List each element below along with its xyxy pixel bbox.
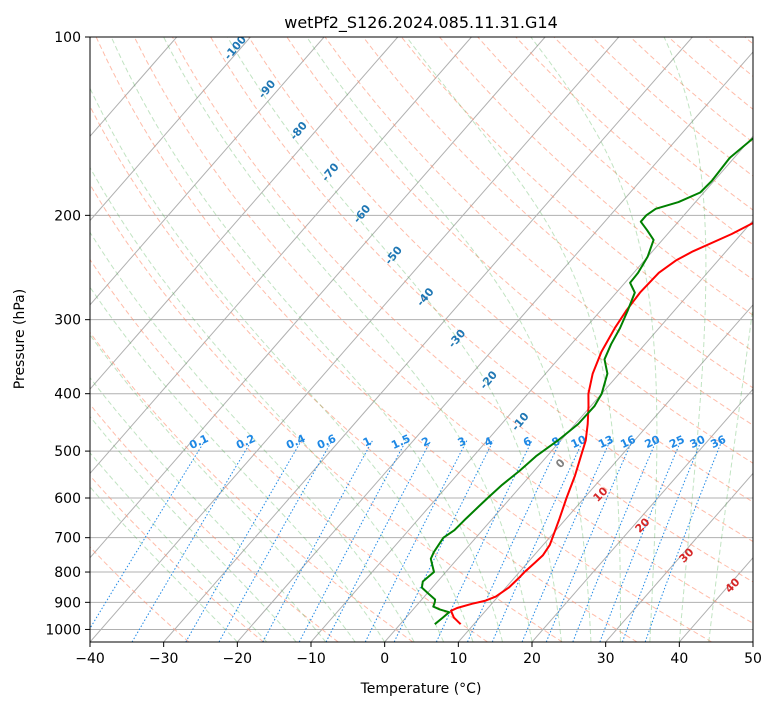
dry-adiabat-line xyxy=(90,474,264,642)
y-tick-label: 100 xyxy=(54,30,81,46)
dry-adiabat-line xyxy=(90,331,414,642)
y-tick-label: 1000 xyxy=(45,622,81,638)
isotherm-line xyxy=(531,388,753,642)
mixing-ratio-line xyxy=(90,440,206,630)
mixing-ratio-label: 36 xyxy=(709,433,729,451)
moist-adiabat-line xyxy=(306,37,592,642)
mixing-ratio-line xyxy=(545,440,633,642)
moist-adiabat-line xyxy=(90,376,327,642)
y-tick-label: 800 xyxy=(54,565,81,581)
mixing-ratio-label: 20 xyxy=(643,433,663,451)
x-tick-label: 30 xyxy=(597,651,615,667)
mixing-ratio-line xyxy=(572,440,657,642)
isotherm-line xyxy=(605,472,753,642)
moist-adiabat-line xyxy=(90,286,386,642)
isotherm-line xyxy=(90,37,251,222)
mixing-ratio-label: 25 xyxy=(667,433,686,451)
moist-adiabat-line xyxy=(90,231,415,642)
isotherm-line xyxy=(236,51,753,642)
moist-adiabat-line xyxy=(90,486,238,642)
y-axis-label: Pressure (hPa) xyxy=(12,289,28,389)
plot-area xyxy=(90,37,753,642)
moist-adiabat-line xyxy=(90,87,474,642)
moist-adiabat-line xyxy=(90,452,268,642)
y-tick-label: 200 xyxy=(54,208,81,224)
chart-title: wetPf2_S126.2024.085.11.31.G14 xyxy=(284,13,558,33)
isotherm-line xyxy=(90,37,325,306)
mixing-ratio-line xyxy=(644,440,723,642)
y-tick-label: 500 xyxy=(54,444,81,460)
moist-adiabat-line xyxy=(708,302,753,642)
dry-adiabat-line xyxy=(324,37,753,426)
moist-adiabat-line xyxy=(530,37,658,642)
dry-adiabat-line xyxy=(248,37,753,503)
x-axis-label: Temperature (°C) xyxy=(360,681,482,697)
plot-frame xyxy=(89,36,754,643)
x-tick-label: −40 xyxy=(75,651,105,667)
mixing-ratio-label: 16 xyxy=(618,433,638,451)
isotherm-line xyxy=(90,37,620,642)
mixing-ratio-line xyxy=(521,440,611,642)
y-tick-label: 900 xyxy=(54,595,81,611)
x-tick-label: 20 xyxy=(523,651,541,667)
x-tick-label: 10 xyxy=(449,651,467,667)
x-tick-label: −30 xyxy=(149,651,179,667)
y-tick-label: 400 xyxy=(54,387,81,403)
mixing-ratio-line xyxy=(185,440,302,642)
temperature-profile-line xyxy=(450,221,753,625)
x-tick-label: 50 xyxy=(744,651,762,667)
dry-adiabat-line xyxy=(95,37,712,642)
moist-adiabat-line xyxy=(110,37,503,642)
x-tick-label: 40 xyxy=(670,651,688,667)
dewpoint-profile-line xyxy=(420,137,753,625)
y-tick-label: 700 xyxy=(54,531,81,547)
moist-adiabat-line xyxy=(406,37,621,642)
isotherm-line xyxy=(90,37,472,475)
dry-adiabat-line xyxy=(439,37,753,316)
moist-adiabat-line xyxy=(663,37,707,642)
mixing-ratio-line xyxy=(325,440,432,642)
background-lines xyxy=(90,37,753,642)
dry-adiabat-line xyxy=(90,258,488,642)
axis-ticks: −40 −30 −20 −10 0 10 20 30 40 50 100 200 300 400 500 60… xyxy=(45,30,762,667)
moist-adiabat-line xyxy=(163,37,533,642)
mixing-ratio-line xyxy=(131,440,253,642)
dry-adiabat-line xyxy=(133,37,753,624)
mixing-ratio-label: 30 xyxy=(688,433,708,451)
dry-adiabat-line xyxy=(90,403,339,642)
y-tick-label: 600 xyxy=(54,491,81,507)
mixing-ratio-line xyxy=(393,440,494,642)
mixing-ratio-line xyxy=(262,440,373,642)
moist-adiabat-line xyxy=(227,37,562,642)
isotherm-line xyxy=(90,37,399,390)
x-tick-label: 0 xyxy=(380,651,389,667)
x-tick-label: −10 xyxy=(296,651,326,667)
isotherm-line xyxy=(90,37,546,559)
dry-adiabat-line xyxy=(171,37,753,583)
moist-adiabat-line xyxy=(90,166,445,642)
isotherm-line xyxy=(457,304,753,642)
mixing-ratio-line xyxy=(298,440,407,642)
isotherm-line xyxy=(163,37,693,642)
y-tick-label: 300 xyxy=(54,313,81,329)
isotherm-line xyxy=(384,219,753,642)
dry-adiabat-line xyxy=(90,183,563,642)
moist-adiabat-line xyxy=(90,415,297,642)
mixing-ratio-label: 13 xyxy=(596,433,615,451)
x-tick-label: −20 xyxy=(223,651,253,667)
dry-adiabat-line xyxy=(210,37,753,543)
